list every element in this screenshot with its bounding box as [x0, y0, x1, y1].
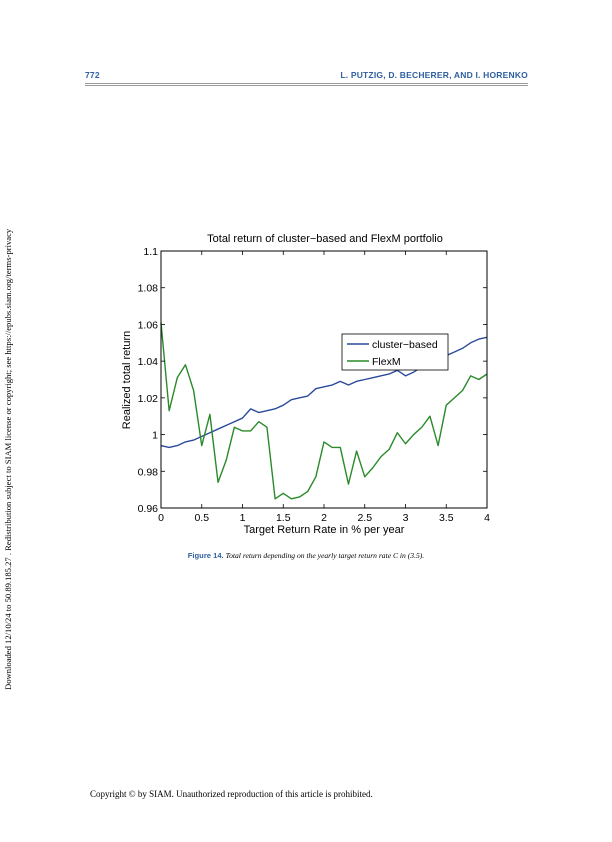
- x-tick-label: 1.5: [276, 512, 291, 524]
- running-authors: L. PUTZIG, D. BECHERER, AND I. HORENKO: [340, 70, 528, 80]
- legend-label-flexm: FlexM: [372, 356, 401, 368]
- y-tick-labels: 0.96 0.98 1 1.02 1.04 1.06 1.08 1.1: [138, 246, 159, 515]
- y-tick-label: 1.1: [143, 246, 158, 258]
- x-tick-label: 1: [240, 512, 246, 524]
- caption-text: Total return depending on the yearly tar…: [225, 551, 425, 560]
- chart-title: Total return of cluster−based and FlexM …: [207, 233, 443, 245]
- y-tick-label: 1.02: [138, 393, 159, 405]
- x-tick-label: 2.5: [357, 512, 372, 524]
- x-tick-label: 0.5: [194, 512, 209, 524]
- y-tick-label: 0.96: [138, 503, 159, 515]
- x-tick-label: 3: [403, 512, 409, 524]
- running-header: 772 L. PUTZIG, D. BECHERER, AND I. HOREN…: [85, 70, 528, 84]
- header-rule: [85, 83, 528, 86]
- y-axis-label: Realized total return: [121, 331, 133, 429]
- caption-label: Figure 14.: [187, 551, 224, 560]
- x-axis-label: Target Return Rate in % per year: [244, 524, 405, 536]
- axis-ticks: [160, 250, 488, 509]
- copyright-footer: Copyright © by SIAM. Unauthorized reprod…: [90, 789, 373, 799]
- x-tick-label: 3.5: [439, 512, 454, 524]
- y-tick-label: 1: [152, 430, 158, 442]
- figure-caption: Figure 14. Total return depending on the…: [0, 551, 612, 560]
- y-tick-label: 0.98: [138, 466, 159, 478]
- x-tick-label: 0: [158, 512, 164, 524]
- plot-frame: [160, 250, 488, 509]
- x-tick-labels: 0 0.5 1 1.5 2 2.5 3 3.5 4: [158, 512, 490, 524]
- y-tick-label: 1.04: [138, 356, 159, 368]
- y-tick-label: 1.08: [138, 283, 159, 295]
- x-tick-label: 2: [321, 512, 327, 524]
- series-line-flexm: [160, 322, 488, 500]
- x-tick-label: 4: [484, 512, 490, 524]
- legend-box: [341, 333, 449, 371]
- chart-legend: cluster−based FlexM: [341, 333, 449, 371]
- y-tick-label: 1.06: [138, 319, 159, 331]
- legend-label-cluster-based: cluster−based: [372, 339, 438, 351]
- page-number: 772: [85, 70, 100, 80]
